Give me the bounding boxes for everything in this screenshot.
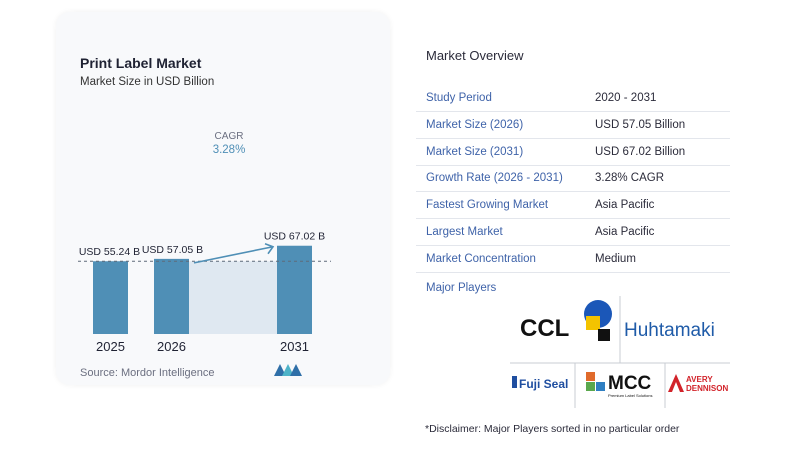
overview-row-label: Largest Market [426,226,503,238]
cagr-arrow-line [193,245,274,264]
svg-text:MCC: MCC [608,373,652,394]
huhtamaki-logo-icon: Huhtamaki [624,320,715,341]
fuji-seal-logo-icon: Fuji Seal [512,376,568,391]
bar-2026 [154,258,189,334]
cagr-arrow-head-icon [264,242,275,255]
overview-row-label: Study Period [426,92,492,104]
overview-row-label: Market Size (2026) [426,118,524,131]
bar-2031 [277,245,312,334]
x-tick-label: 2025 [96,339,125,354]
overview-row: Growth Rate (2026 - 2031) 3.28% CAGR [416,165,730,193]
overview-row: Fastest Growing Market Asia Pacific [416,192,730,220]
chart-title: Print Label Market [80,55,202,71]
x-tick-label: 2031 [280,339,309,354]
overview-row: Study Period 2020 - 2031 [416,85,730,112]
overview-row-label: Growth Rate (2026 - 2031) [426,172,563,185]
bar-chart: USD 55.24 B USD 57.05 B USD 67.02 B 2025 202… [78,131,331,354]
x-tick-label: 2026 [157,339,186,354]
major-players-title: Major Players [426,282,497,294]
overview-row: Market Concentration Medium [416,246,730,273]
avery-dennison-logo-icon: AVERY DENNISON [668,374,728,393]
chart-subtitle: Market Size in USD Billion [80,76,215,88]
mordor-logo-icon [274,364,302,376]
source-text: Source: Mordor Intelligence [80,367,215,379]
overview-row-value: Asia Pacific [595,226,655,238]
svg-text:CCL: CCL [520,315,569,342]
svg-text:DENNISON: DENNISON [686,384,728,393]
disclaimer-text: *Disclaimer: Major Players sorted in no … [425,423,680,435]
cagr-label: CAGR [215,131,244,142]
overview-row-value: USD 57.05 Billion [595,118,686,131]
bar-2025 [93,261,128,334]
mcc-logo-icon: MCC Premium Label Solutions [586,372,652,398]
overview-row-value: Asia Pacific [595,199,655,212]
cagr-value: 3.28% [213,144,246,156]
ccl-logo-icon: CCL [520,300,612,342]
bar-value-label: USD 67.02 B [264,231,325,243]
overview-row-value: Medium [595,252,636,265]
major-players-logos: CCL Huhtamaki Fuji Seal MCC Premium Labe… [510,296,730,408]
svg-text:AVERY: AVERY [686,375,713,384]
bar-value-label: USD 55.24 B [79,246,140,258]
overview-row-label: Fastest Growing Market [426,199,549,212]
overview-row-label: Market Size (2031) [426,145,524,158]
svg-text:Premium Label Solutions: Premium Label Solutions [608,393,652,398]
svg-text:Fuji Seal: Fuji Seal [519,377,568,391]
bar-value-label: USD 57.05 B [142,244,203,256]
overview-row-value: USD 67.02 Billion [595,145,686,158]
overview-row: Market Size (2031) USD 67.02 Billion [416,139,730,166]
overview-row-label: Market Concentration [426,252,536,265]
overview-title: Market Overview [426,48,524,63]
overview-row-value: 3.28% CAGR [595,172,665,185]
overview-row-value: 2020 - 2031 [595,92,657,104]
overview-row: Largest Market Asia Pacific [416,219,730,246]
overview-row: Market Size (2026) USD 57.05 Billion [416,112,730,139]
cagr-highlight-area [189,261,277,334]
